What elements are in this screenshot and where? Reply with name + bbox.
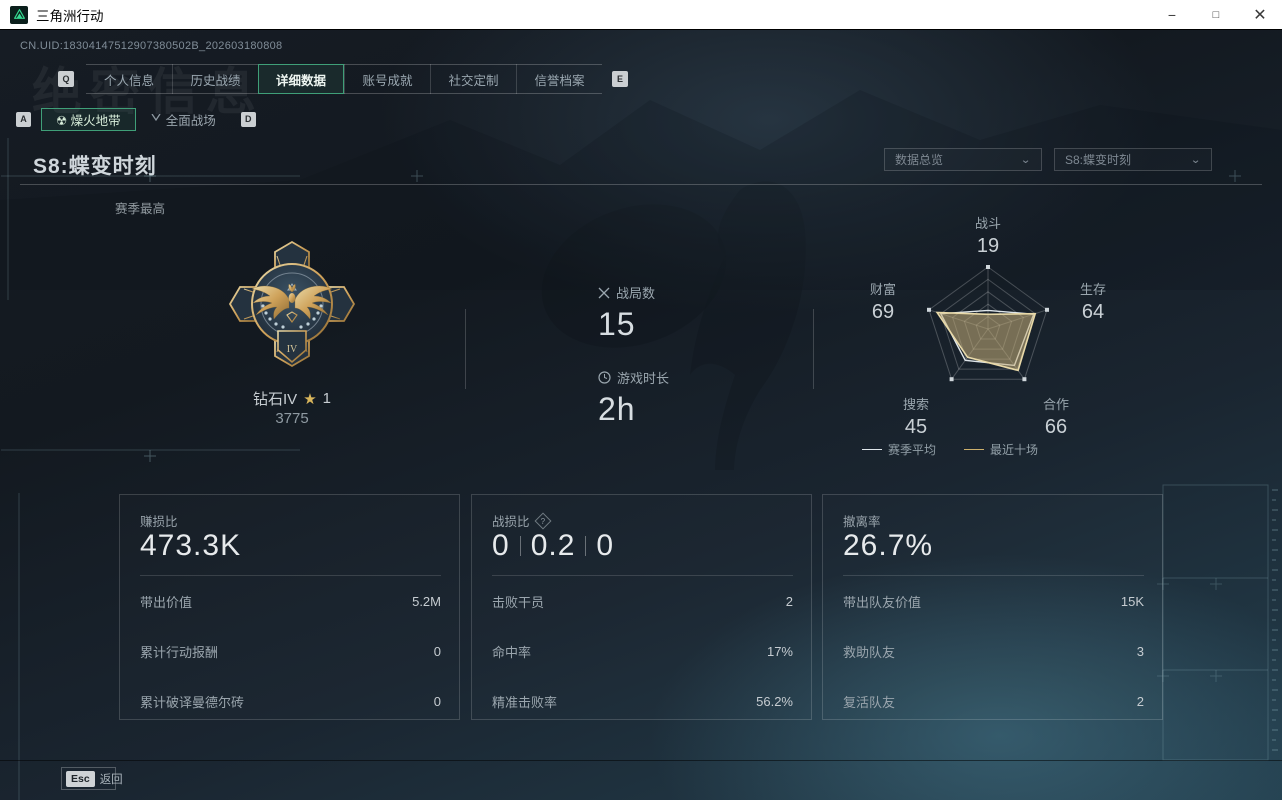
svg-text:合作: 合作 <box>1043 397 1069 412</box>
svg-text:66: 66 <box>1045 416 1067 438</box>
svg-text:69: 69 <box>872 301 894 323</box>
svg-text:19: 19 <box>977 235 999 257</box>
svg-text:45: 45 <box>905 416 927 438</box>
svg-text:生存: 生存 <box>1080 282 1106 297</box>
svg-text:搜索: 搜索 <box>903 397 929 412</box>
svg-text:64: 64 <box>1082 301 1104 323</box>
svg-text:战斗: 战斗 <box>975 216 1001 231</box>
svg-text:IV: IV <box>287 344 298 355</box>
svg-text:财富: 财富 <box>870 282 896 297</box>
